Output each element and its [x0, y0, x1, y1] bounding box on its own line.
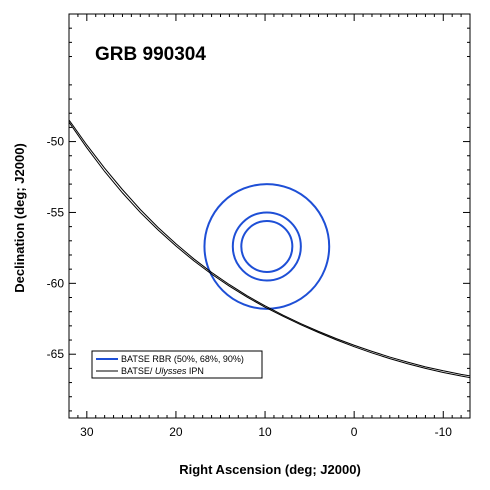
x-axis-label: Right Ascension (deg; J2000) [179, 462, 361, 477]
y-tick-label: -65 [47, 347, 65, 361]
rbr-error-circle-2 [231, 211, 302, 282]
x-tick-label: 10 [258, 425, 272, 439]
y-tick-label: -60 [47, 276, 65, 290]
plot-frame [68, 13, 471, 419]
x-tick-label: 30 [80, 425, 94, 439]
x-tick-label: -10 [435, 425, 453, 439]
legend-label-ipn-main: BATSE/ [121, 366, 155, 376]
rbr-error-circle-1 [240, 219, 294, 273]
plot-area [69, 119, 470, 379]
ipn-annulus-line-1 [69, 119, 470, 377]
x-tick-label: 0 [351, 425, 358, 439]
legend-label-rbr-main: BATSE RBR [121, 354, 174, 364]
legend: BATSE RBR (50%, 68%, 90%) BATSE/ Ulysses… [91, 350, 263, 379]
ipn-annulus-line-2 [69, 121, 470, 379]
rbr-error-circle-3 [203, 183, 331, 310]
y-tick-label: -55 [47, 205, 65, 219]
x-tick-label: 20 [169, 425, 183, 439]
legend-box [91, 350, 263, 379]
legend-label-rbr: BATSE RBR (50%, 68%, 90%) [121, 354, 244, 364]
legend-label-ipn-italic: Ulysses [155, 366, 187, 376]
axis-ticks: 30 20 10 0 -10 -50 -55 -60 -65 [47, 13, 471, 439]
legend-label-ipn: BATSE/ Ulysses IPN [121, 366, 204, 376]
y-tick-label: -50 [47, 135, 65, 149]
legend-label-rbr-pct: (50%, 68%, 90%) [174, 354, 244, 364]
y-axis-label: Declination (deg; J2000) [12, 143, 27, 293]
chart-title: GRB 990304 [95, 44, 206, 65]
legend-label-ipn-tail: IPN [186, 366, 204, 376]
